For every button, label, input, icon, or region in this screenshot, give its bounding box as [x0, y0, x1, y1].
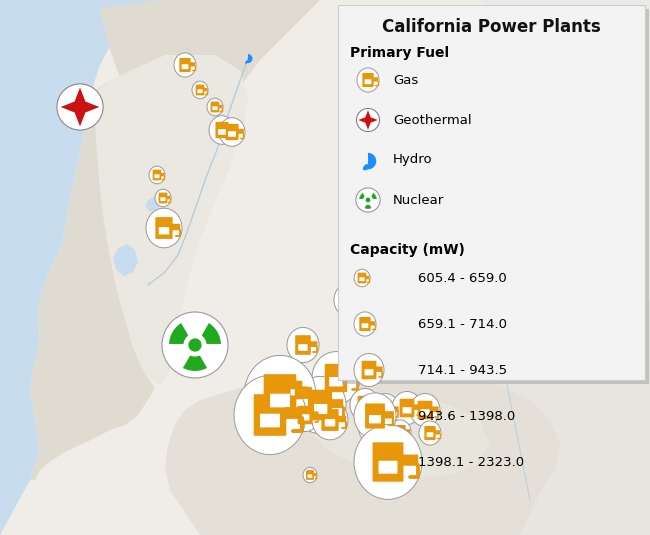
FancyBboxPatch shape	[395, 425, 406, 439]
Ellipse shape	[207, 98, 223, 116]
FancyBboxPatch shape	[155, 174, 160, 178]
Polygon shape	[480, 0, 650, 380]
FancyBboxPatch shape	[306, 470, 314, 480]
FancyBboxPatch shape	[171, 224, 180, 230]
FancyBboxPatch shape	[313, 473, 317, 476]
FancyBboxPatch shape	[371, 401, 378, 407]
Text: Primary Fuel: Primary Fuel	[350, 46, 449, 60]
FancyBboxPatch shape	[228, 131, 236, 137]
FancyBboxPatch shape	[372, 77, 378, 81]
FancyBboxPatch shape	[311, 411, 318, 417]
Ellipse shape	[392, 392, 422, 424]
Polygon shape	[308, 390, 490, 478]
FancyBboxPatch shape	[361, 404, 369, 410]
Text: Geothermal: Geothermal	[393, 113, 472, 126]
FancyBboxPatch shape	[218, 105, 222, 108]
Text: 1398.1 - 2323.0: 1398.1 - 2323.0	[418, 455, 524, 469]
Ellipse shape	[155, 189, 171, 207]
FancyBboxPatch shape	[159, 193, 168, 203]
Polygon shape	[165, 368, 560, 535]
Ellipse shape	[334, 282, 366, 318]
FancyBboxPatch shape	[396, 431, 404, 436]
FancyBboxPatch shape	[342, 290, 358, 310]
FancyBboxPatch shape	[424, 426, 436, 440]
FancyBboxPatch shape	[338, 5, 645, 380]
FancyBboxPatch shape	[309, 341, 317, 347]
FancyBboxPatch shape	[329, 377, 343, 386]
Wedge shape	[370, 192, 378, 200]
FancyBboxPatch shape	[380, 409, 389, 416]
FancyBboxPatch shape	[216, 122, 229, 138]
Polygon shape	[30, 80, 155, 480]
FancyBboxPatch shape	[375, 366, 383, 372]
FancyBboxPatch shape	[160, 173, 164, 176]
Ellipse shape	[290, 399, 320, 432]
Ellipse shape	[149, 166, 165, 184]
Ellipse shape	[209, 116, 235, 144]
FancyBboxPatch shape	[300, 414, 309, 421]
Text: California Power Plants: California Power Plants	[382, 18, 601, 36]
FancyBboxPatch shape	[331, 399, 343, 408]
FancyBboxPatch shape	[413, 404, 421, 410]
Ellipse shape	[410, 394, 440, 426]
FancyBboxPatch shape	[189, 62, 195, 66]
FancyBboxPatch shape	[421, 409, 430, 416]
FancyBboxPatch shape	[404, 429, 410, 433]
FancyBboxPatch shape	[325, 419, 335, 426]
FancyBboxPatch shape	[270, 394, 290, 407]
FancyBboxPatch shape	[325, 364, 347, 392]
Ellipse shape	[294, 377, 346, 433]
FancyBboxPatch shape	[213, 106, 218, 110]
Ellipse shape	[354, 312, 376, 336]
Ellipse shape	[303, 467, 317, 483]
Ellipse shape	[370, 394, 400, 426]
FancyBboxPatch shape	[426, 432, 434, 437]
Ellipse shape	[389, 420, 411, 444]
Ellipse shape	[280, 373, 310, 407]
Ellipse shape	[192, 81, 208, 99]
FancyBboxPatch shape	[417, 401, 432, 419]
Wedge shape	[200, 322, 222, 345]
FancyBboxPatch shape	[291, 389, 300, 395]
Ellipse shape	[419, 421, 441, 445]
Ellipse shape	[354, 393, 396, 439]
FancyBboxPatch shape	[254, 394, 286, 436]
FancyBboxPatch shape	[337, 416, 346, 422]
FancyBboxPatch shape	[402, 455, 418, 466]
Ellipse shape	[354, 354, 384, 386]
FancyBboxPatch shape	[179, 58, 190, 72]
Text: Nuclear: Nuclear	[393, 194, 444, 207]
Circle shape	[188, 339, 202, 351]
FancyBboxPatch shape	[295, 387, 312, 399]
FancyBboxPatch shape	[153, 170, 161, 180]
Ellipse shape	[354, 425, 422, 499]
FancyBboxPatch shape	[364, 423, 376, 437]
Ellipse shape	[219, 118, 245, 146]
FancyBboxPatch shape	[345, 299, 355, 306]
FancyBboxPatch shape	[307, 475, 313, 478]
FancyBboxPatch shape	[203, 88, 207, 91]
Wedge shape	[168, 322, 190, 345]
FancyBboxPatch shape	[365, 369, 374, 376]
Polygon shape	[145, 196, 160, 212]
FancyBboxPatch shape	[356, 296, 365, 302]
Wedge shape	[181, 354, 209, 372]
Text: Capacity (mW): Capacity (mW)	[350, 243, 465, 257]
Polygon shape	[358, 110, 378, 129]
Text: 605.4 - 659.0: 605.4 - 659.0	[418, 271, 507, 285]
Wedge shape	[358, 192, 366, 200]
FancyBboxPatch shape	[227, 127, 234, 132]
Text: 659.1 - 714.0: 659.1 - 714.0	[418, 317, 507, 331]
FancyBboxPatch shape	[211, 102, 220, 112]
FancyBboxPatch shape	[365, 79, 371, 84]
FancyBboxPatch shape	[226, 124, 239, 140]
FancyBboxPatch shape	[342, 9, 649, 384]
FancyBboxPatch shape	[362, 73, 374, 87]
FancyBboxPatch shape	[372, 442, 404, 482]
Text: Hydro: Hydro	[393, 154, 433, 166]
FancyBboxPatch shape	[321, 409, 339, 431]
FancyBboxPatch shape	[358, 396, 372, 414]
Ellipse shape	[356, 188, 380, 212]
FancyBboxPatch shape	[402, 407, 411, 414]
